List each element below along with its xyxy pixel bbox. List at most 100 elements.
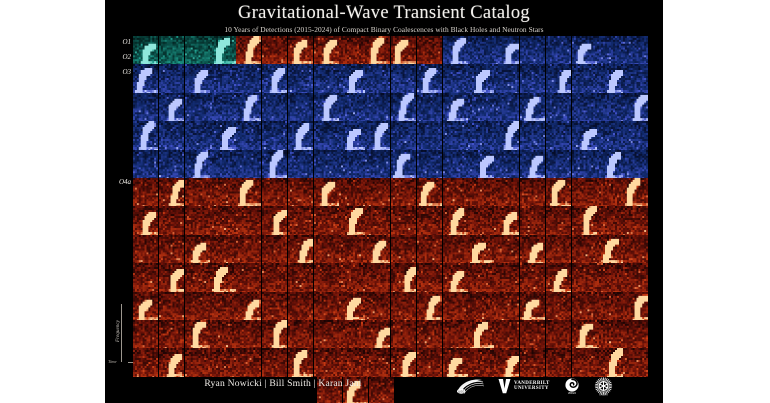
spectrogram-tile [494, 177, 520, 207]
spectrogram-tile [442, 348, 468, 377]
spectrogram-tile [313, 291, 339, 320]
spectrogram-tile [339, 92, 365, 122]
spectrogram-tile [494, 149, 520, 178]
spectrogram-tile [468, 36, 494, 65]
spectrogram-tile [313, 92, 339, 122]
spectrogram-tile [158, 263, 184, 292]
spectrogram-tile [184, 177, 210, 207]
spectrogram-tile [210, 234, 236, 264]
spectrogram-tile [623, 291, 649, 320]
spectrogram-tile [184, 64, 210, 93]
spectrogram-tile [494, 319, 520, 349]
spectrogram-tile [261, 64, 288, 93]
spectrogram-tile [365, 234, 391, 264]
spectrogram-tile [210, 149, 236, 178]
spectrogram-tile [158, 149, 184, 178]
spectrogram-tile [545, 263, 571, 292]
spectrogram-tile [287, 149, 313, 178]
spectrogram-tile [133, 263, 159, 292]
spectrogram-tile [416, 121, 442, 150]
spectrogram-tile [210, 263, 236, 292]
spectrogram-tile [339, 177, 365, 207]
spectrogram-tile [133, 92, 159, 122]
spectrogram-tile [571, 348, 597, 377]
spectrogram-tile [597, 64, 623, 93]
spectrogram-tile [313, 319, 339, 349]
spectrogram-tile [468, 149, 494, 178]
spectrogram-tile [365, 64, 391, 93]
spectrogram-tile [494, 121, 520, 150]
spectrogram-tile [313, 36, 339, 65]
spectrogram-tile [287, 64, 313, 93]
spectrogram-tile [416, 234, 442, 264]
spectrogram-tile [545, 177, 571, 207]
spectrogram-tile [416, 36, 442, 65]
spectrogram-row [133, 348, 649, 377]
spectrogram-tile [287, 206, 313, 235]
spectrogram-tile [261, 92, 288, 122]
spectrogram-tile [184, 348, 210, 377]
spectrogram-row [317, 376, 663, 403]
spectrogram-tile [442, 92, 468, 122]
spectrogram-tile [287, 177, 313, 207]
spectrogram-tile [210, 64, 236, 93]
spectrogram-tile [571, 121, 597, 150]
spectrogram-tile [416, 177, 442, 207]
spectrogram-tile [468, 177, 494, 207]
spectrogram-tile [368, 376, 394, 403]
spectrogram-tile [236, 291, 262, 320]
spectrogram-tile [519, 36, 546, 65]
spectrogram-tile [133, 121, 159, 150]
spectrogram-tile [623, 206, 649, 235]
vanderbilt-line1: VANDERBILT [514, 380, 550, 386]
spectrogram-tile [390, 206, 417, 235]
spectrogram-tile [158, 206, 184, 235]
run-label-o2: O2 [122, 53, 131, 61]
spectrogram-tile [571, 263, 597, 292]
author-credits: Ryan Nowicki | Bill Smith | Karan Jani [204, 378, 362, 389]
spectrogram-tile [313, 121, 339, 150]
spectrogram-tile [519, 263, 546, 292]
vanderbilt-logo: VANDERBILT UNIVERSITY [498, 378, 550, 394]
time-axis-label: Time [108, 359, 117, 364]
spectrogram-tile [339, 348, 365, 377]
spectrogram-tile [494, 263, 520, 292]
spectrogram-tile [623, 177, 649, 207]
spectrogram-tile [342, 376, 368, 403]
spectrogram-row [133, 263, 649, 292]
spectrogram-tile [287, 92, 313, 122]
spectrogram-tile [133, 348, 159, 377]
spectrogram-tile [365, 319, 391, 349]
spectrogram-tile [184, 149, 210, 178]
spectrogram-tile [261, 263, 288, 292]
spectrogram-tile [494, 92, 520, 122]
spectrogram-tile [261, 291, 288, 320]
spectrogram-tile [494, 64, 520, 93]
spectrogram-tile [236, 206, 262, 235]
spectrogram-tile [184, 291, 210, 320]
spectrogram-tile [519, 121, 546, 150]
spectrogram-tile [519, 206, 546, 235]
spectrogram-tile [468, 206, 494, 235]
spectrogram-tile [210, 36, 236, 65]
spectrogram-tile [597, 291, 623, 320]
spectrogram-tile [158, 121, 184, 150]
spectrogram-tile [158, 319, 184, 349]
spectrogram-tile [597, 319, 623, 349]
spectrogram-tile [597, 177, 623, 207]
spectrogram-tile [365, 177, 391, 207]
spectrogram-tile [468, 348, 494, 377]
spectrogram-row [133, 92, 649, 122]
spectrogram-tile [313, 64, 339, 93]
spectrogram-row [133, 291, 649, 320]
spectrogram-tile [339, 234, 365, 264]
ligo-logo: LIGO [455, 378, 485, 395]
page-subtitle: 10 Years of Detections (2015-2024) of Co… [224, 25, 544, 34]
spectrogram-tile [287, 263, 313, 292]
spectrogram-tile [210, 291, 236, 320]
spectrogram-tile [571, 149, 597, 178]
spectrogram-tile [571, 319, 597, 349]
spectrogram-tile [390, 149, 417, 178]
collaboration-logos: LIGO VANDERBILT UNIVERSITY [455, 372, 655, 400]
spectrogram-tile [365, 92, 391, 122]
